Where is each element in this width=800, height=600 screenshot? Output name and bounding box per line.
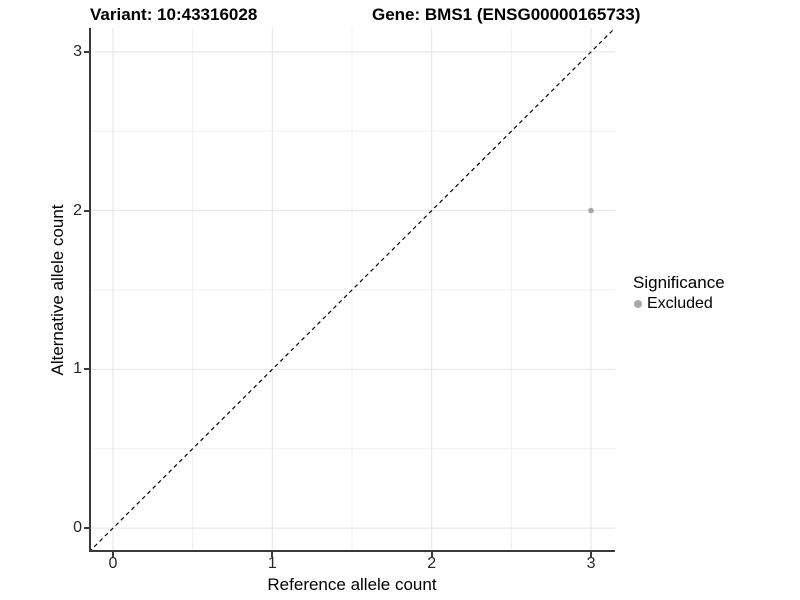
gene-title: Gene: BMS1 (ENSG00000165733) [372, 5, 641, 24]
y-tick-mark [84, 527, 89, 530]
y-tick-mark [84, 50, 89, 53]
legend-point-icon [634, 299, 642, 308]
y-tick-label: 3 [73, 42, 82, 60]
legend-items: Excluded [630, 294, 725, 313]
legend-title: Significance [633, 273, 725, 292]
plot-panel [89, 28, 615, 552]
x-axis-title: Reference allele count [267, 575, 437, 594]
legend-item-excluded: Excluded [630, 294, 725, 313]
data-point-excluded [588, 207, 594, 214]
y-tick-label: 2 [73, 201, 82, 219]
x-tick-mark [271, 552, 274, 557]
y-tick-mark [84, 209, 89, 212]
x-tick-mark [430, 552, 433, 557]
x-tick-label: 0 [108, 555, 118, 572]
x-tick-mark [111, 552, 114, 557]
y-tick-label: 1 [73, 360, 82, 378]
y-tick-label: 0 [73, 519, 82, 537]
variant-title: Variant: 10:43316028 [90, 5, 258, 24]
y-axis-title: Alternative allele count [48, 204, 67, 376]
legend-item-label: Excluded [647, 295, 713, 312]
x-tick-label: 3 [586, 555, 596, 572]
x-tick-label: 1 [267, 555, 277, 572]
x-tick-label: 2 [427, 555, 437, 572]
x-tick-mark [590, 552, 593, 557]
identity-line [89, 28, 615, 552]
legend: Significance Excluded [630, 273, 725, 313]
plot-canvas [89, 28, 615, 552]
y-tick-mark [84, 368, 89, 371]
